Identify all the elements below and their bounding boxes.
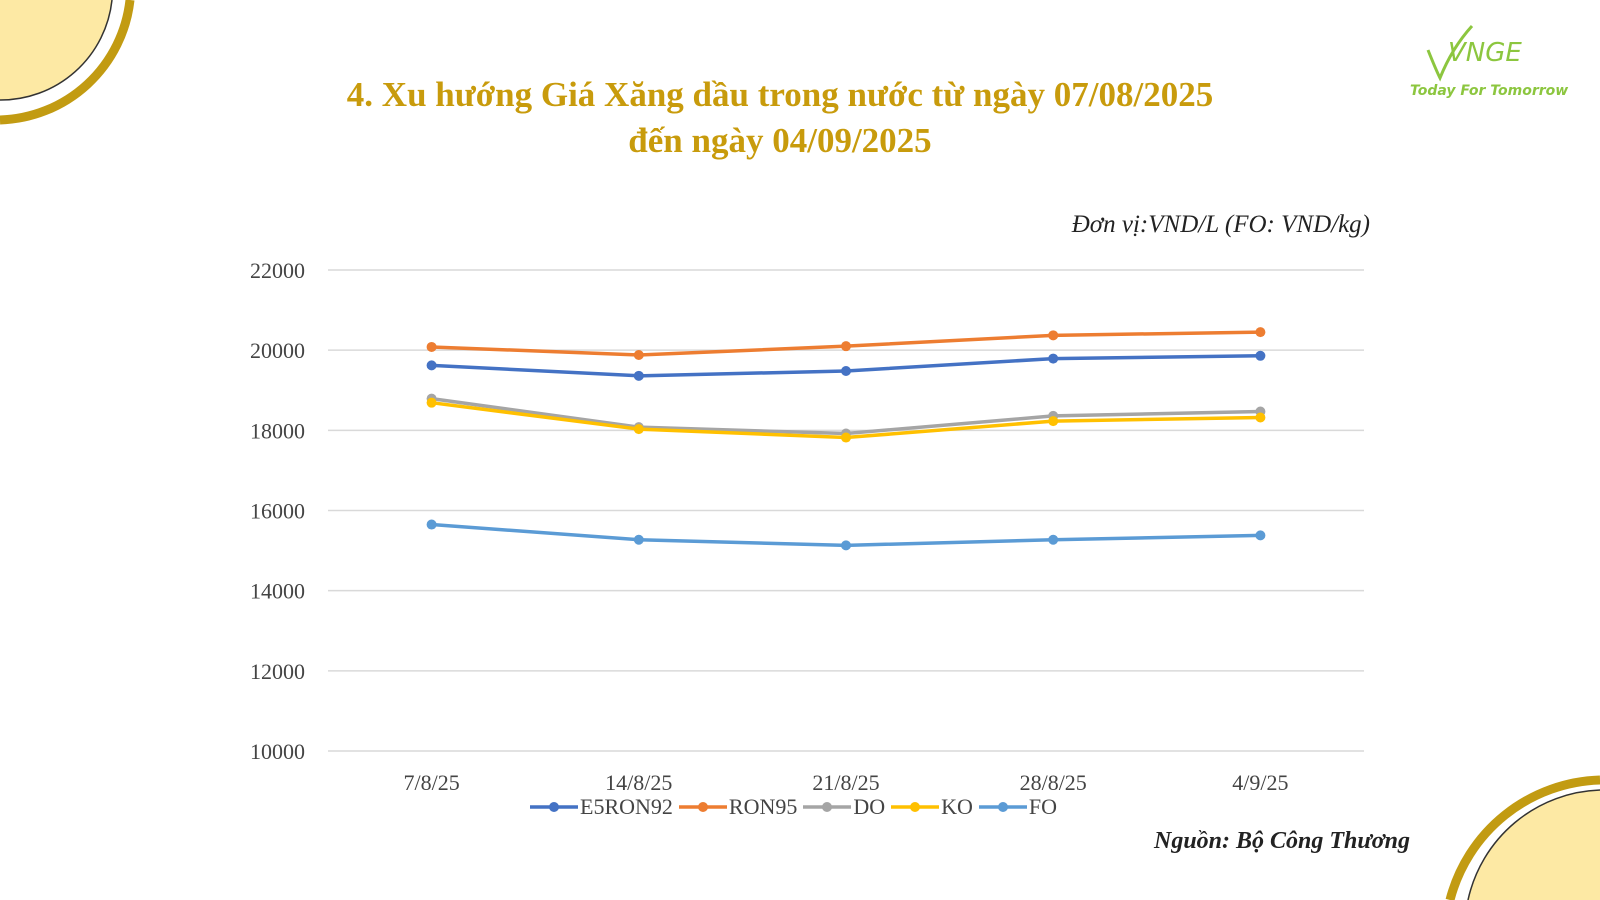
series-fo	[426, 519, 1266, 551]
data-point	[1048, 330, 1059, 341]
x-tick-label: 4/9/25	[1232, 770, 1288, 795]
data-point	[426, 360, 437, 371]
data-point	[633, 349, 644, 360]
y-tick-label: 20000	[250, 338, 305, 363]
legend-swatch-icon	[803, 802, 852, 812]
legend-swatch-icon	[891, 802, 940, 812]
series-ron95	[426, 327, 1266, 360]
data-point	[1048, 416, 1059, 427]
data-point	[841, 540, 851, 551]
data-point	[1255, 350, 1266, 361]
legend-item-fo: FO	[977, 794, 1057, 820]
data-point	[841, 366, 851, 377]
data-point	[1255, 530, 1266, 541]
data-point	[841, 341, 851, 352]
legend-swatch-icon	[530, 802, 578, 812]
data-point	[633, 424, 644, 435]
series-e5ron92	[426, 350, 1266, 381]
data-point	[633, 370, 644, 381]
source-label: Nguồn: Bộ Công Thương	[1154, 828, 1410, 854]
x-tick-label: 21/8/25	[812, 770, 879, 795]
series-do	[426, 393, 1266, 439]
page-title: 4. Xu hướng Giá Xăng dầu trong nước từ n…	[230, 72, 1330, 164]
data-point	[426, 397, 437, 408]
data-point	[1048, 353, 1059, 364]
legend-label: FO	[1028, 794, 1058, 819]
y-tick-label: 16000	[250, 499, 305, 524]
y-tick-label: 14000	[250, 579, 305, 604]
unit-label: Đơn vị:VND/L (FO: VND/kg)	[1071, 211, 1370, 238]
chart-legend: E5RON92 RON95 DO KO FO	[528, 792, 1061, 822]
data-point	[841, 432, 851, 443]
legend-item-do: DO	[801, 794, 885, 820]
legend-swatch-icon	[978, 802, 1027, 812]
data-point	[426, 519, 437, 530]
x-tick-label: 14/8/25	[605, 770, 672, 795]
legend-label: RON95	[728, 794, 798, 819]
title-line-1: 4. Xu hướng Giá Xăng dầu trong nước từ n…	[346, 75, 1214, 114]
data-point	[1048, 534, 1059, 545]
logo-mark: VNGE	[1448, 38, 1522, 68]
title-line-2: đến ngày 04/09/2025	[628, 121, 932, 160]
legend-item-ko: KO	[889, 794, 973, 820]
x-tick-label: 28/8/25	[1020, 770, 1087, 795]
legend-item-ron95: RON95	[677, 794, 797, 820]
y-tick-label: 12000	[250, 659, 305, 684]
x-tick-label: 7/8/25	[403, 770, 459, 795]
vnge-logo-icon	[1426, 24, 1474, 82]
legend-swatch-icon	[678, 802, 727, 812]
y-tick-label: 22000	[250, 258, 305, 283]
series-ko	[426, 397, 1266, 443]
legend-label: KO	[941, 794, 973, 819]
data-point	[426, 341, 437, 352]
data-point	[1255, 327, 1266, 338]
data-point	[633, 534, 644, 545]
data-point	[1255, 412, 1266, 423]
series-line	[431, 396, 1261, 436]
legend-label: E5RON92	[580, 794, 673, 819]
legend-item-e5ron92: E5RON92	[528, 794, 673, 820]
y-tick-label: 18000	[250, 418, 305, 443]
legend-label: DO	[853, 794, 886, 819]
y-tick-label: 10000	[250, 739, 305, 764]
logo-tagline: Today For Tomorrow	[1410, 83, 1569, 99]
